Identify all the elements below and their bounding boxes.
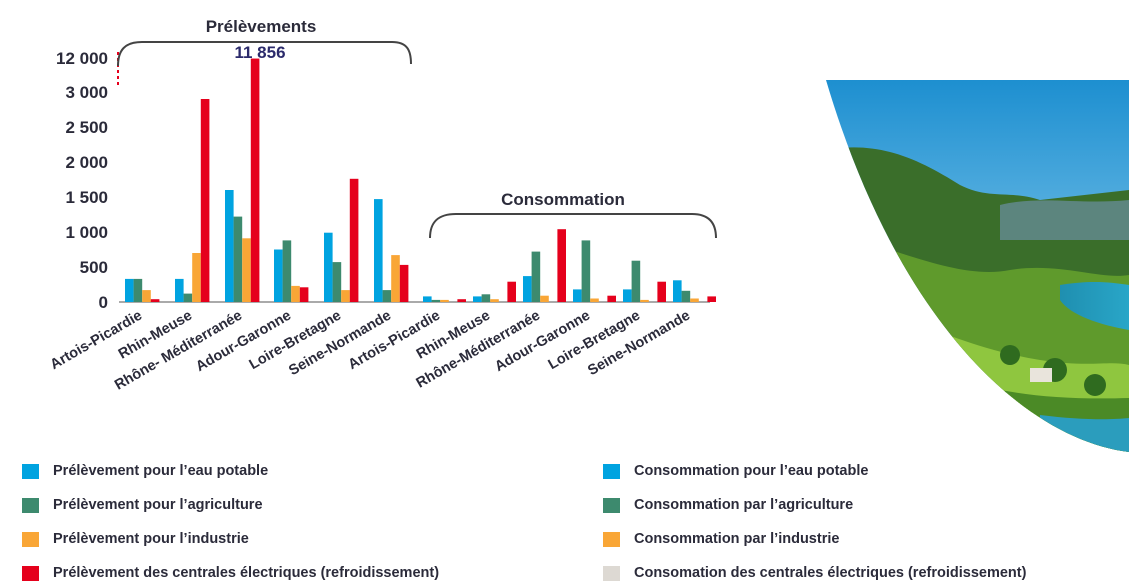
legend-item: Prélèvement pour l’industrie bbox=[22, 531, 249, 547]
bar bbox=[673, 280, 682, 302]
bar bbox=[607, 295, 616, 302]
withdrawals-bracket bbox=[117, 41, 412, 67]
bar bbox=[282, 240, 292, 302]
bar bbox=[531, 251, 541, 302]
legend-swatch bbox=[22, 497, 39, 513]
bar bbox=[399, 264, 409, 302]
bar bbox=[183, 293, 193, 302]
bar bbox=[657, 281, 666, 302]
legend-item: Prélèvement pour l’agriculture bbox=[22, 497, 263, 513]
legend-swatch bbox=[603, 463, 620, 479]
bar bbox=[250, 58, 260, 302]
legend-label: Consomation des centrales électriques (r… bbox=[634, 565, 1027, 581]
bar bbox=[431, 299, 441, 302]
bar bbox=[490, 299, 499, 302]
bar bbox=[581, 240, 591, 302]
legend-label: Consommation par l’agriculture bbox=[634, 497, 854, 513]
legend-label: Prélèvement des centrales électriques (r… bbox=[53, 565, 440, 581]
bar bbox=[299, 287, 309, 302]
bar bbox=[540, 295, 549, 302]
bar bbox=[382, 290, 392, 302]
legend-item: Prélèvement pour l’eau potable bbox=[22, 463, 268, 479]
bar bbox=[623, 289, 632, 302]
bar bbox=[374, 199, 383, 302]
bar bbox=[573, 289, 582, 302]
bar bbox=[324, 232, 333, 302]
y-tick-label: 2 500 bbox=[65, 118, 108, 137]
bar bbox=[274, 249, 283, 302]
bar bbox=[175, 278, 184, 302]
legend-label: Prélèvement pour l’eau potable bbox=[53, 463, 269, 479]
bar bbox=[192, 253, 201, 302]
y-tick-label: 3 000 bbox=[65, 83, 108, 102]
bar bbox=[681, 290, 691, 302]
bar bbox=[341, 290, 350, 302]
landscape-photo bbox=[826, 80, 1129, 452]
bar bbox=[557, 229, 566, 302]
bar bbox=[507, 281, 516, 302]
bar bbox=[291, 285, 300, 302]
legend-swatch bbox=[603, 565, 620, 581]
bar bbox=[233, 216, 243, 302]
bar bbox=[640, 299, 649, 302]
bar bbox=[125, 278, 134, 302]
legend-swatch bbox=[603, 497, 620, 513]
legend-item: Consommation pour l’eau potable bbox=[603, 463, 868, 479]
legend-label: Consommation pour l’eau potable bbox=[634, 463, 869, 479]
legend-swatch bbox=[22, 463, 39, 479]
bar bbox=[133, 278, 143, 302]
bar bbox=[242, 238, 251, 302]
y-tick-label: 500 bbox=[80, 258, 108, 277]
bar bbox=[440, 299, 449, 302]
legend-label: Prélèvement pour l’agriculture bbox=[53, 497, 263, 513]
bar bbox=[349, 178, 359, 302]
bar bbox=[150, 299, 160, 302]
bar bbox=[225, 190, 234, 302]
consumption-bracket bbox=[429, 213, 717, 239]
y-tick-label: 1 000 bbox=[65, 223, 108, 242]
bar bbox=[690, 298, 699, 302]
bar bbox=[707, 296, 716, 302]
y-tick-label: 12 000 bbox=[56, 49, 108, 68]
legend-label: Prélèvement pour l’industrie bbox=[53, 531, 249, 547]
bar bbox=[481, 294, 491, 302]
bar bbox=[142, 290, 151, 302]
legend-swatch bbox=[22, 531, 39, 547]
legend-swatch bbox=[603, 531, 620, 547]
y-tick-label: 1 500 bbox=[65, 188, 108, 207]
bar bbox=[332, 262, 342, 302]
peak-value-annotation: 11 856 bbox=[234, 43, 285, 62]
consumption-group-label: Consommation bbox=[501, 190, 625, 209]
bar bbox=[457, 299, 466, 302]
legend-item: Consommation par l’industrie bbox=[603, 531, 839, 547]
bar bbox=[631, 260, 641, 302]
bar bbox=[423, 296, 432, 302]
legend-item: Consommation par l’agriculture bbox=[603, 497, 853, 513]
bar bbox=[523, 276, 532, 302]
legend-swatch bbox=[22, 565, 39, 581]
legend-label: Consommation par l’industrie bbox=[634, 531, 840, 547]
withdrawals-group-label: Prélèvements bbox=[206, 17, 317, 36]
y-tick-label: 0 bbox=[99, 293, 108, 312]
legend-item: Consomation des centrales électriques (r… bbox=[603, 565, 1026, 581]
y-tick-label: 2 000 bbox=[65, 153, 108, 172]
bar bbox=[590, 298, 599, 302]
bar bbox=[200, 99, 210, 302]
bar bbox=[391, 255, 400, 302]
legend-item: Prélèvement des centrales électriques (r… bbox=[22, 565, 439, 581]
bar bbox=[473, 296, 482, 302]
